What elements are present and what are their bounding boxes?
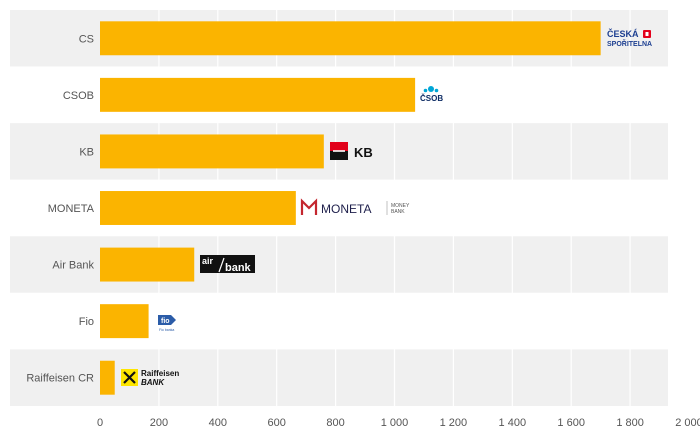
kb-logo-mark-icon [330, 142, 348, 160]
x-tick-label-200: 200 [150, 417, 168, 429]
x-tick-label-1200: 1 200 [440, 417, 468, 429]
bar-raiffeisen-cr [100, 360, 115, 395]
bar-air-bank [100, 247, 195, 282]
category-label-kb: KB [79, 146, 94, 158]
raiffeisen-gable-cross-icon [123, 371, 136, 384]
category-label-raiffeisen-cr: Raiffeisen CR [26, 373, 94, 385]
bar-cs [100, 21, 601, 56]
ceska-sporitelna-logo: ČESKÁ SPOŘITELNA [607, 28, 652, 48]
category-label-fio: Fio [79, 316, 94, 328]
moneta-logo-sub1: MONEY [391, 203, 410, 209]
category-label-moneta: MONETA [48, 203, 95, 215]
fio-logo-sub: Fio banka [159, 328, 174, 332]
category-label-air-bank: Air Bank [52, 260, 94, 272]
fio-logo-flag-icon [158, 315, 176, 325]
moneta-logo-text: MONETA [321, 202, 371, 216]
airbank-slash-icon [218, 257, 225, 273]
bars [100, 21, 601, 395]
moneta-logo-sub2: BANK [391, 209, 405, 215]
raif-logo-line1: Raiffeisen [141, 369, 179, 378]
bar-moneta [100, 191, 296, 225]
x-tick-label-1800: 1 800 [616, 417, 644, 429]
air-bank-logo: air bank [200, 255, 255, 274]
kb-logo: KB [330, 142, 373, 160]
x-tick-label-0: 0 [97, 417, 103, 429]
bar-csob [100, 77, 416, 112]
x-tick-label-800: 800 [326, 417, 344, 429]
kb-logo-text: KB [354, 145, 373, 160]
x-tick-label-600: 600 [268, 417, 286, 429]
moneta-logo: MONETA MONEY BANK [300, 198, 410, 216]
fio-logo: fio Fio banka [158, 315, 176, 332]
csob-logo: ČSOB [420, 86, 443, 103]
x-tick-label-1400: 1 400 [499, 417, 527, 429]
fio-logo-text: fio [161, 318, 170, 325]
bank-logos: ČESKÁ SPOŘITELNA ČSOB [121, 28, 652, 387]
cs-logo-line2: SPOŘITELNA [607, 39, 652, 48]
category-label-csob: CSOB [63, 90, 94, 102]
csob-logo-text: ČSOB [420, 94, 443, 103]
bar-fio [100, 304, 149, 339]
bar-kb [100, 134, 324, 169]
moneta-logo-mark-icon [300, 198, 318, 215]
x-tick-label-400: 400 [209, 417, 227, 429]
x-tick-label-1000: 1 000 [381, 417, 409, 429]
raiffeisen-logo: Raiffeisen BANK [121, 369, 179, 387]
category-labels: CS CSOB KB MONETA Air Bank Fio Raiffeisen CR [26, 33, 94, 384]
category-label-cs: CS [79, 33, 94, 45]
x-tick-label-2000: 2 000 [675, 417, 700, 429]
row-band-raiffeisen-cr [10, 349, 668, 406]
airbank-logo-air: air [202, 256, 214, 266]
airbank-logo-bank: bank [225, 262, 252, 274]
csob-logo-mark-icon [423, 86, 439, 93]
x-axis-tick-labels: 0 200 400 600 800 1 000 1 200 1 400 1 600 1 800 2 … [97, 417, 700, 429]
cs-logo-mark-icon [643, 30, 651, 38]
x-tick-label-1600: 1 600 [557, 417, 585, 429]
cs-logo-line1: ČESKÁ [607, 28, 639, 39]
raif-logo-line2: BANK [141, 378, 165, 387]
